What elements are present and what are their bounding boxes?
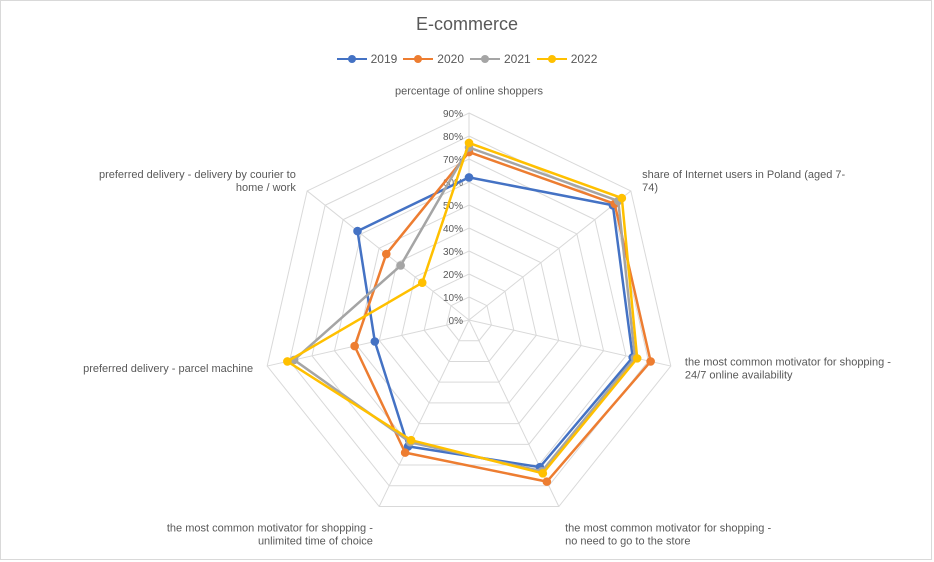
grid-ring — [446, 296, 492, 342]
tick-label: 30% — [443, 247, 463, 258]
data-point — [632, 354, 642, 363]
data-point — [283, 357, 292, 366]
chart-title: E-commerce — [415, 14, 518, 34]
data-point — [417, 278, 427, 288]
data-point — [400, 448, 410, 457]
data-point — [353, 226, 362, 236]
tick-label: 10% — [443, 293, 463, 304]
legend-item: 2019 — [336, 52, 398, 66]
data-point — [617, 193, 627, 203]
tick-label: 50% — [443, 201, 463, 212]
tick-label: 0% — [449, 316, 464, 327]
data-point — [538, 469, 548, 478]
tick-label: 90% — [443, 109, 463, 120]
category-label: the most common motivator for shopping - — [167, 523, 373, 535]
data-point — [464, 138, 474, 148]
grid-ring — [356, 204, 582, 425]
grid-ring — [423, 273, 515, 362]
grid-spoke — [378, 319, 470, 507]
category-label: the most common motivator for shopping - — [565, 523, 771, 535]
category-label: the most common motivator for shopping - — [685, 356, 891, 368]
tick-label: 40% — [443, 224, 463, 235]
legend-swatch — [403, 53, 434, 65]
category-label: 24/7 online availability — [685, 369, 793, 381]
category-label: no need to go to the store — [565, 536, 690, 548]
data-point — [396, 261, 405, 270]
tick-label: 60% — [443, 178, 463, 189]
data-point — [464, 173, 474, 182]
legend-item: 2021 — [470, 52, 531, 66]
legend-label: 2021 — [504, 52, 531, 66]
legend-item: 2022 — [536, 52, 598, 66]
tick-label: 80% — [443, 132, 463, 143]
data-point — [370, 337, 380, 346]
category-label: percentage of online shoppers — [395, 86, 543, 98]
grid-spoke — [267, 319, 470, 367]
grid-ring — [401, 250, 537, 383]
tick-label: 70% — [443, 155, 463, 166]
series-line — [286, 141, 639, 475]
data-point — [406, 435, 416, 445]
grid-spoke — [468, 190, 632, 321]
chart-legend: 2019 2020 2021 2022 — [0, 52, 934, 66]
category-label: home / work — [236, 182, 296, 194]
grid-ring — [289, 135, 649, 487]
data-point — [350, 341, 359, 351]
category-label: preferred delivery - parcel machine — [83, 363, 253, 375]
series-2022 — [283, 138, 642, 478]
legend-swatch — [336, 53, 367, 65]
category-label: share of Internet users in Poland (aged … — [642, 169, 845, 181]
data-point — [542, 477, 552, 486]
legend-label: 2022 — [570, 52, 598, 66]
grid-ring — [266, 112, 672, 508]
grid-ring — [378, 227, 560, 404]
data-point — [381, 249, 391, 259]
legend-swatch — [470, 53, 500, 65]
legend-swatch — [536, 53, 567, 65]
tick-label: 20% — [443, 270, 463, 281]
legend-item: 2020 — [403, 52, 464, 66]
category-label: 74) — [642, 182, 658, 194]
legend-label: 2020 — [437, 52, 464, 66]
legend-label: 2019 — [370, 52, 398, 66]
data-point — [646, 357, 655, 366]
category-label: preferred delivery - delivery by courier… — [99, 169, 296, 181]
grid-ring — [333, 181, 605, 445]
category-label: unlimited time of choice — [258, 536, 373, 548]
